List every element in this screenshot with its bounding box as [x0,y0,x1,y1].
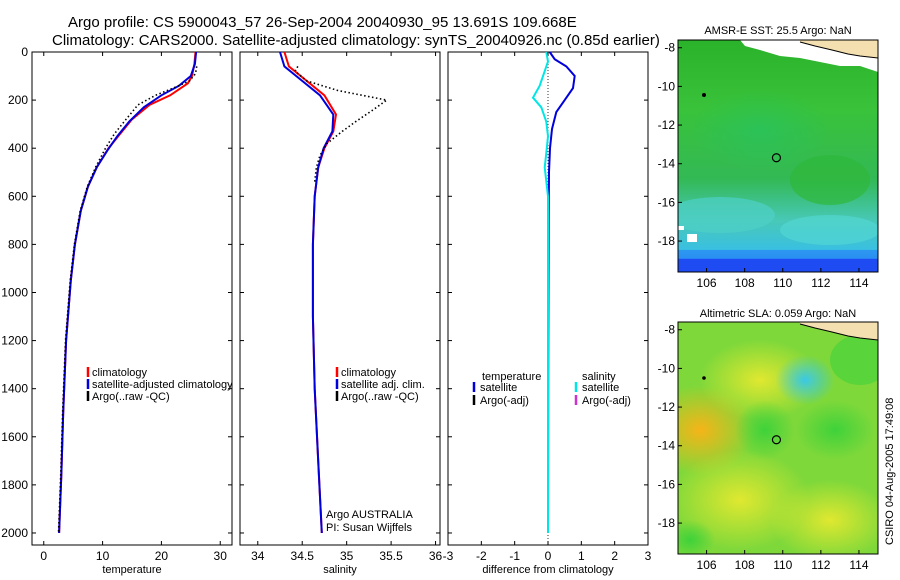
sst-map-xtick-label: 106 [697,276,717,290]
sla-map-xtick-label: 114 [849,558,868,572]
temperature-profile-ytick-label: 1800 [1,478,28,492]
difference-legend-header-salinity: salinity [582,371,616,383]
sla-map-xtick-label: 112 [811,558,830,572]
salinity-profile-series-satellite-adj-clim- [279,51,335,534]
difference-profile-xlabel: difference from climatology [482,564,614,576]
difference-profile-series-salinity-satellite [531,51,550,533]
difference-legend-label: Argo(-adj) [480,395,529,407]
sla-map-ytick-label: -8 [664,323,675,337]
sla-map-xtick-label: 106 [697,558,717,572]
temperature-profile-ytick-label: 0 [21,45,28,59]
figure-title-line1: Argo profile: CS 5900043_57 26-Sep-2004 … [68,14,577,31]
sst-map-ytick-label: -14 [658,157,676,171]
temperature-profile-xtick-label: 10 [96,549,110,563]
salinity-profile-xtick-label: 35.5 [379,549,403,563]
sst-map-xtick-label: 110 [773,276,792,290]
sst-map-xtick-label: 114 [849,276,868,290]
difference-profile-xtick-label: -2 [476,549,487,563]
temperature-profile-legend-label: climatology [92,367,148,379]
temperature-panel: 0 10 20 30 0 200 400 600 800 1000 1200 1400 1600 1800… [1,45,233,576]
difference-profile-xtick-label: 2 [611,549,618,563]
sst-map-xtick-label: 108 [735,276,755,290]
temperature-profile-series-satellite-adjusted-climatology [58,51,198,534]
temperature-profile-legend-label: Argo(..raw -QC) [92,391,170,403]
salinity-profile-xlabel: salinity [323,564,357,576]
sla-map-field [678,322,878,554]
sst-map-panel: AMSR-E SST: 25.5 Argo: NaN 106 108 110 112 1… [658,25,879,290]
salinity-profile-legend-label: satellite adj. clim. [341,379,425,391]
sst-map-ytick-label: -8 [664,41,675,55]
salinity-profile-series-argo-raw-qc- [294,66,389,182]
salinity-panel: 34 34.5 35 35.5 36 salinity climatologysatelli… [239,51,443,576]
sla-map-xtick-label: 110 [773,558,792,572]
figure-title-line2: Climatology: CARS2000. Satellite-adjuste… [52,32,660,49]
difference-legend-label: satellite [480,382,517,394]
salinity-profile-frame [239,51,441,546]
temperature-profile-ytick-label: 400 [8,141,28,155]
difference-profile-xtick-label: 3 [645,549,652,563]
timestamp-label: CSIRO 04-Aug-2005 17:49:08 [884,398,896,545]
sst-map-title: AMSR-E SST: 25.5 Argo: NaN [704,25,851,37]
sla-map-xtick-label: 108 [735,558,755,572]
sst-map-frame [677,39,879,273]
temperature-profile-ytick-label: 2000 [1,526,28,540]
difference-profile-xtick-label: 1 [578,549,585,563]
salinity-profile-xtick-label: 34 [251,549,265,563]
temperature-profile-ytick-label: 200 [8,93,28,107]
sst-map-field [678,40,878,272]
temperature-profile-xlabel: temperature [102,564,161,576]
salinity-profile-series-climatology [283,51,338,534]
temperature-profile-xtick-label: 30 [214,549,228,563]
difference-legend-header-temperature: temperature [482,371,541,383]
temperature-profile-ytick-label: 1200 [1,334,28,348]
sla-map-frame [677,321,879,555]
sla-map-panel: Altimetric SLA: 0.059 Argo: NaN 106 108 11… [658,308,879,572]
sla-map-ytick-label: -18 [658,516,676,530]
temperature-profile-xtick-label: 0 [40,549,47,563]
temperature-profile-ytick-label: 800 [8,237,28,251]
sla-map-argo-marker [771,435,782,445]
difference-panel: -3 -2 -1 0 1 2 3 difference from climatology tem… [443,51,652,576]
temperature-profile-legend-label: satellite-adjusted climatology [92,379,233,391]
temperature-profile-ytick-label: 1600 [1,430,28,444]
salinity-profile-xtick-label: 34.5 [291,549,315,563]
salinity-profile-xtick-label: 36 [429,549,443,563]
sst-map-xtick-label: 112 [811,276,830,290]
credit-line1: Argo AUSTRALIA [326,509,413,521]
sla-map-title: Altimetric SLA: 0.059 Argo: NaN [700,308,857,320]
difference-profile-xtick-label: -3 [443,549,454,563]
sst-map-ytick-label: -18 [658,234,676,248]
temperature-profile-series-argo-raw-qc- [57,66,198,534]
difference-legend-label: Argo(-adj) [582,395,631,407]
sst-map-ytick-label: -16 [658,195,676,209]
sla-map-ytick-label: -12 [658,400,676,414]
difference-profile-series-temperature-satellite [547,51,576,534]
sla-map-ytick-label: -10 [658,361,676,375]
temperature-profile-xtick-label: 20 [155,549,169,563]
sst-map-ytick-label: -10 [658,79,676,93]
difference-legend-label: satellite [582,382,619,394]
temperature-profile-frame [31,51,233,546]
sst-map-ytick-label: -12 [658,118,676,132]
salinity-profile-xtick-label: 35 [340,549,354,563]
sla-map-ytick-label: -16 [658,477,676,491]
difference-profile-xtick-label: 0 [545,549,552,563]
salinity-profile-legend-label: Argo(..raw -QC) [341,391,419,403]
difference-profile-xtick-label: -1 [509,549,520,563]
sla-map-ytick-label: -14 [658,439,676,453]
salinity-profile-legend-label: climatology [341,367,397,379]
temperature-profile-ytick-label: 1000 [1,285,28,299]
temperature-profile-ytick-label: 1400 [1,382,28,396]
sst-map-argo-marker [771,153,782,163]
credit-line2: PI: Susan Wijffels [326,522,412,534]
temperature-profile-ytick-label: 600 [8,189,28,203]
